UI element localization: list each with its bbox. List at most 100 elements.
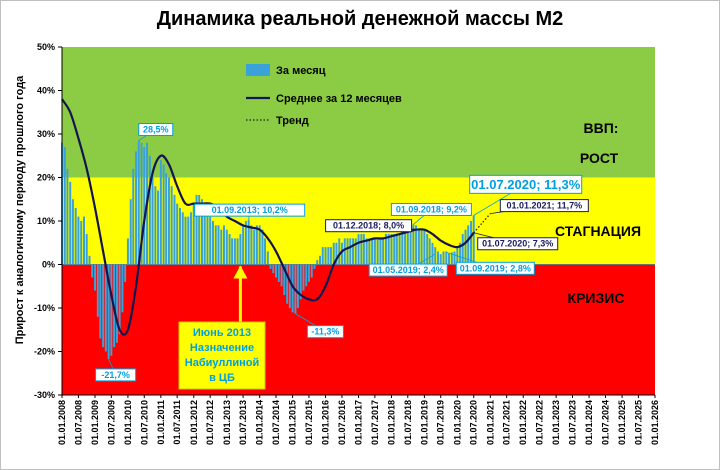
bar (211, 221, 214, 265)
bar (387, 234, 390, 265)
bar (178, 207, 181, 265)
bar (398, 234, 401, 265)
annotation-box (469, 174, 583, 194)
bar (83, 216, 85, 265)
x-tick-label: 01.07.2024 (600, 400, 610, 445)
bar (66, 168, 69, 265)
bar (244, 221, 247, 265)
y-tick-label: -20% (34, 347, 55, 357)
bar (170, 186, 173, 265)
bar (143, 147, 146, 265)
x-tick-label: 01.01.2014 (255, 400, 265, 445)
bar (453, 251, 456, 265)
bar (228, 234, 231, 265)
x-tick-label: 01.07.2013 (238, 400, 248, 445)
bar (324, 247, 327, 265)
legend-swatch-bar (246, 64, 270, 76)
x-tick-label: 01.07.2022 (535, 400, 545, 445)
bar (277, 264, 280, 282)
bar (162, 164, 165, 265)
y-tick-label: 20% (37, 173, 55, 183)
bar (157, 190, 160, 265)
annotation-label: 28,5% (143, 125, 169, 135)
bar (222, 225, 225, 265)
x-tick-label: 01.01.2023 (551, 400, 561, 445)
zone-label-secondary: РОСТ (580, 150, 619, 166)
bar (137, 140, 140, 265)
x-tick-label: 01.01.2018 (386, 400, 396, 445)
annotation-box (95, 368, 137, 382)
bar (266, 251, 269, 265)
x-tick-label: 01.01.2011 (156, 400, 166, 445)
bar (74, 207, 77, 265)
bar (417, 229, 420, 265)
bar (167, 177, 170, 265)
bar (434, 247, 437, 265)
bar (63, 147, 66, 265)
bar (91, 264, 94, 278)
y-tick-label: 50% (37, 42, 55, 52)
bars-layer (61, 140, 475, 359)
bar (121, 264, 124, 313)
annotation-box (390, 202, 472, 216)
zone-label-layer: ВВП: РОСТ СТАГНАЦИЯ КРИЗИС (555, 120, 641, 306)
annotation-box (306, 325, 344, 339)
event-note-line: Набиуллиной (185, 357, 259, 369)
x-tick-label: 01.07.2025 (633, 400, 643, 445)
bar (280, 264, 283, 287)
bar (96, 264, 99, 317)
bar (104, 264, 107, 352)
x-tick-label: 01.07.2015 (304, 400, 314, 445)
bar (313, 264, 316, 269)
bar (319, 255, 322, 265)
bar (431, 242, 434, 265)
bar (209, 216, 212, 265)
bar (335, 242, 338, 265)
bar (195, 194, 198, 265)
bar (404, 229, 407, 265)
bar (340, 242, 343, 265)
zone-band (62, 47, 655, 178)
bar (233, 238, 236, 265)
bar (261, 229, 264, 265)
bar (423, 229, 426, 265)
bar (124, 264, 127, 282)
bar (217, 225, 220, 265)
bar (173, 194, 176, 265)
bar (379, 238, 382, 265)
bar (159, 160, 162, 265)
legend-label-bar: За месяц (276, 65, 326, 77)
x-tick-label: 01.01.2015 (288, 400, 298, 445)
bar (192, 203, 195, 265)
bar (349, 238, 352, 265)
annotation-label: 01.12.2018; 8,0% (333, 221, 404, 231)
bar (99, 264, 102, 339)
bar (181, 212, 184, 265)
bar (302, 264, 305, 291)
bar (231, 238, 234, 265)
bar (71, 199, 74, 265)
x-tick-label: 01.01.2010 (123, 400, 133, 445)
x-tick-label: 01.07.2023 (567, 400, 577, 445)
annotation-box (455, 261, 535, 275)
bar (272, 264, 275, 274)
bar (275, 264, 278, 278)
chart-title: Динамика реальной денежной массы М2 (156, 8, 564, 30)
bar (187, 216, 190, 265)
x-tick-label: 01.07.2016 (337, 400, 347, 445)
annotation-label: 01.07.2020; 11,3% (471, 177, 581, 192)
bar (247, 220, 250, 265)
annotation-label: -11,3% (311, 327, 339, 337)
bar (176, 203, 179, 265)
legend-layer: За месяц Среднее за 12 месяцев Тренд (246, 64, 402, 127)
bar (198, 194, 201, 265)
bar (107, 264, 110, 359)
bar (118, 264, 121, 335)
bar (310, 264, 313, 278)
bar (94, 264, 96, 291)
bar (467, 225, 470, 265)
x-tick-label: 01.01.2022 (518, 400, 528, 445)
bar (338, 238, 341, 265)
annotation-label: 01.09.2018; 9,2% (396, 204, 467, 214)
bar (329, 247, 332, 265)
